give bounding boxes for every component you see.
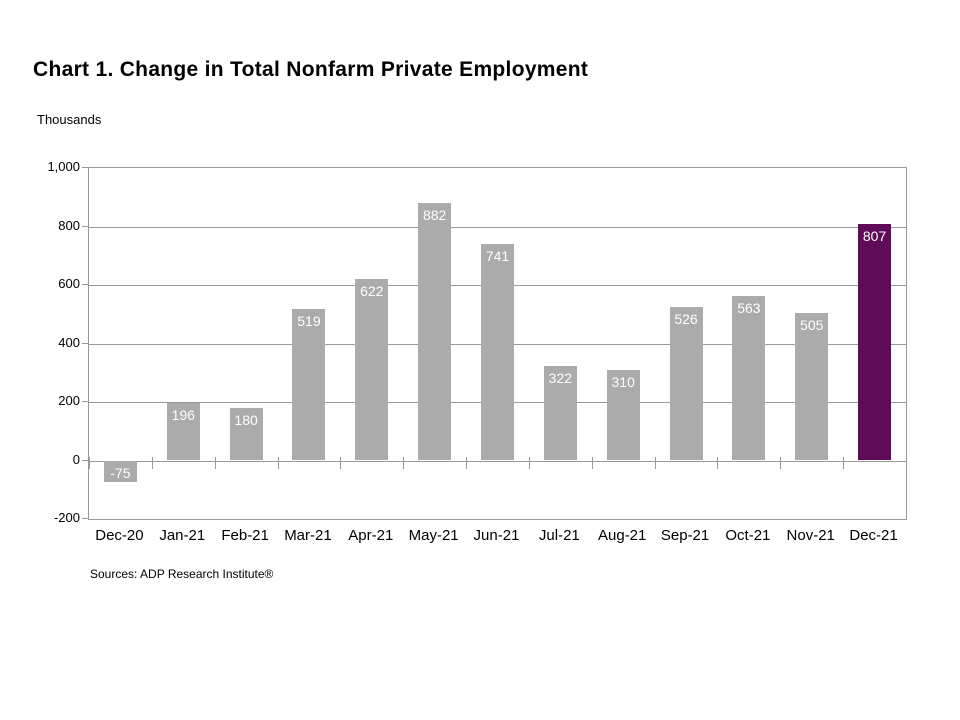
x-axis-tick — [215, 456, 216, 469]
y-tick-label: 0 — [72, 451, 80, 467]
x-axis-tick — [592, 456, 593, 469]
bar-value-label: 310 — [611, 373, 635, 390]
x-tick-label: Dec-20 — [95, 527, 144, 544]
x-axis-tick — [529, 456, 530, 469]
x-tick-label: Aug-21 — [598, 527, 647, 544]
bar-Dec-20: -75 — [103, 460, 137, 483]
x-axis-tick — [466, 456, 467, 469]
bar-Nov-21: 505 — [795, 312, 829, 461]
chart-title: Chart 1. Change in Total Nonfarm Private… — [33, 58, 589, 81]
x-tick-label: Oct-21 — [725, 527, 771, 544]
y-axis-tick — [82, 284, 88, 285]
x-tick-label: Feb-21 — [221, 527, 269, 544]
x-axis-tick — [906, 456, 907, 469]
y-tick-label: 600 — [58, 276, 80, 291]
bar-value-label: 807 — [862, 228, 887, 245]
gridline — [89, 460, 906, 462]
x-tick-label: Jun-21 — [473, 527, 520, 544]
bar-Jul-21: 322 — [543, 366, 577, 461]
x-axis-tick — [717, 456, 718, 469]
y-axis-tick — [82, 225, 88, 227]
x-tick-label: Apr-21 — [348, 527, 394, 544]
bar-value-label: 196 — [171, 407, 195, 424]
bar-value-label: -75 — [110, 464, 131, 481]
x-tick-label: Mar-21 — [284, 527, 332, 544]
bar-value-label: 563 — [737, 299, 761, 316]
bar-value-label: 741 — [485, 247, 510, 264]
x-axis-tick — [843, 456, 844, 469]
bar-value-label: 519 — [297, 312, 321, 329]
x-axis-tick — [403, 456, 404, 469]
bar-value-label: 180 — [234, 411, 258, 428]
y-tick-label: 200 — [58, 393, 80, 408]
x-axis-tick — [340, 456, 341, 469]
gridline — [89, 226, 906, 228]
plot-area: -75 196 180 519 622 882 741 322 310 526 563 505 807 — [88, 167, 907, 520]
bar-Dec-21: 807 — [858, 224, 892, 461]
x-axis-tick — [655, 456, 656, 469]
bar-Sep-21: 526 — [669, 306, 703, 461]
y-tick-label: 400 — [58, 334, 80, 350]
y-axis-tick — [82, 342, 88, 344]
bar-value-label: 526 — [674, 310, 698, 327]
y-tick-label: 1,000 — [47, 159, 80, 174]
bar-Jun-21: 741 — [481, 243, 514, 461]
bar-Apr-21: 622 — [355, 278, 389, 461]
x-tick-label: Jan-21 — [159, 527, 206, 544]
y-axis-tick — [82, 459, 88, 461]
x-axis-tick — [278, 456, 279, 469]
bar-value-label: 882 — [422, 206, 447, 223]
bar-value-label: 505 — [800, 316, 824, 333]
x-tick-label: May-21 — [408, 527, 459, 544]
y-axis-unit-label: Thousands — [37, 112, 102, 127]
bar-value-label: 622 — [360, 282, 384, 299]
bar-Jan-21: 196 — [166, 403, 200, 461]
bar-Oct-21: 563 — [732, 295, 766, 461]
bar-Mar-21: 519 — [292, 308, 326, 461]
y-tick-label: -200 — [53, 510, 80, 525]
x-tick-label: Dec-21 — [849, 527, 898, 544]
bar-Feb-21: 180 — [229, 407, 263, 461]
bar-May-21: 882 — [418, 202, 452, 461]
x-tick-label: Sep-21 — [660, 527, 710, 544]
source-note: Sources: ADP Research Institute® — [90, 567, 274, 581]
x-tick-label: Jul-21 — [538, 527, 580, 544]
x-axis-tick — [152, 456, 153, 469]
y-axis-tick — [82, 518, 88, 519]
y-tick-label: 800 — [58, 217, 80, 233]
x-tick-label: Nov-21 — [786, 527, 835, 544]
bar-Aug-21: 310 — [606, 369, 640, 461]
x-axis-tick — [89, 456, 90, 469]
y-axis-tick — [82, 167, 88, 168]
y-axis-tick — [82, 401, 88, 402]
bar-value-label: 322 — [548, 370, 573, 387]
x-axis-tick — [780, 456, 781, 469]
